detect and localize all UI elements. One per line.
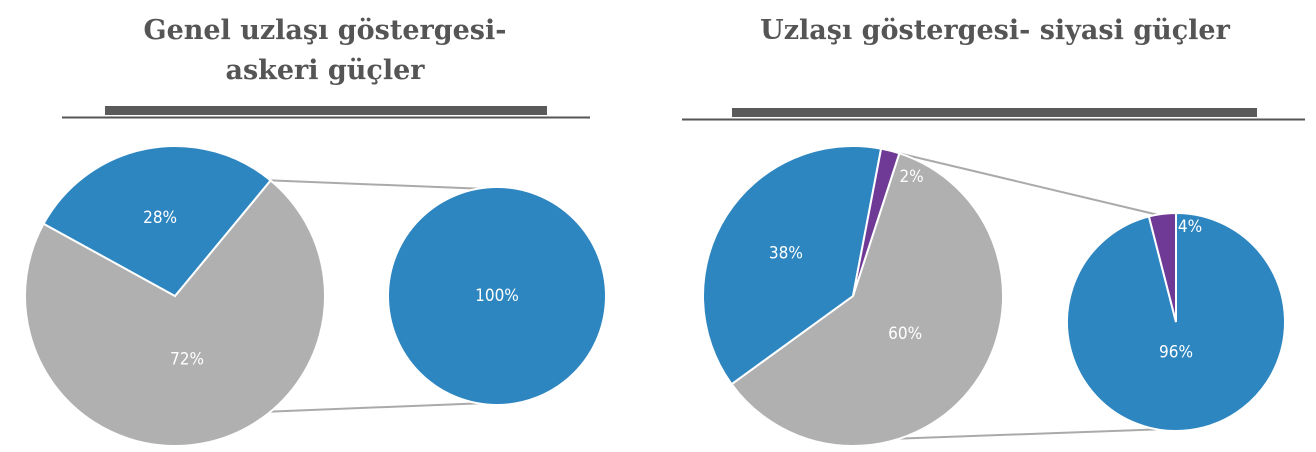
chart-title: Uzlaşı göstergesi- siyasi güçler: [760, 15, 1230, 46]
data-label: 72%: [170, 349, 204, 369]
data-label: 100%: [475, 286, 519, 306]
data-label: 38%: [769, 243, 803, 263]
data-label: 4%: [1178, 217, 1202, 237]
pie-slice: [1147, 211, 1177, 323]
data-label: 28%: [143, 208, 177, 228]
pie-slice: [24, 179, 326, 447]
connector: [270, 402, 479, 413]
connector: [899, 428, 1158, 440]
pie-slice: [42, 145, 273, 298]
pie-slice: [702, 145, 883, 386]
pie-slice: [730, 152, 1004, 447]
title-bar: [732, 108, 1257, 117]
data-label: 96%: [1159, 343, 1193, 363]
title-bar: [105, 106, 547, 115]
pie-slice: [387, 186, 607, 406]
title-line: askeri güçler: [225, 55, 425, 86]
pie-slice: [852, 147, 901, 297]
title-line: Genel uzlaşı göstergesi-: [144, 15, 507, 46]
data-label: 2%: [899, 167, 923, 187]
chart-title: Genel uzlaşı göstergesi-askeri güçler: [144, 15, 507, 86]
data-label: 60%: [888, 324, 922, 344]
connector: [270, 179, 479, 190]
connector: [899, 152, 1158, 216]
